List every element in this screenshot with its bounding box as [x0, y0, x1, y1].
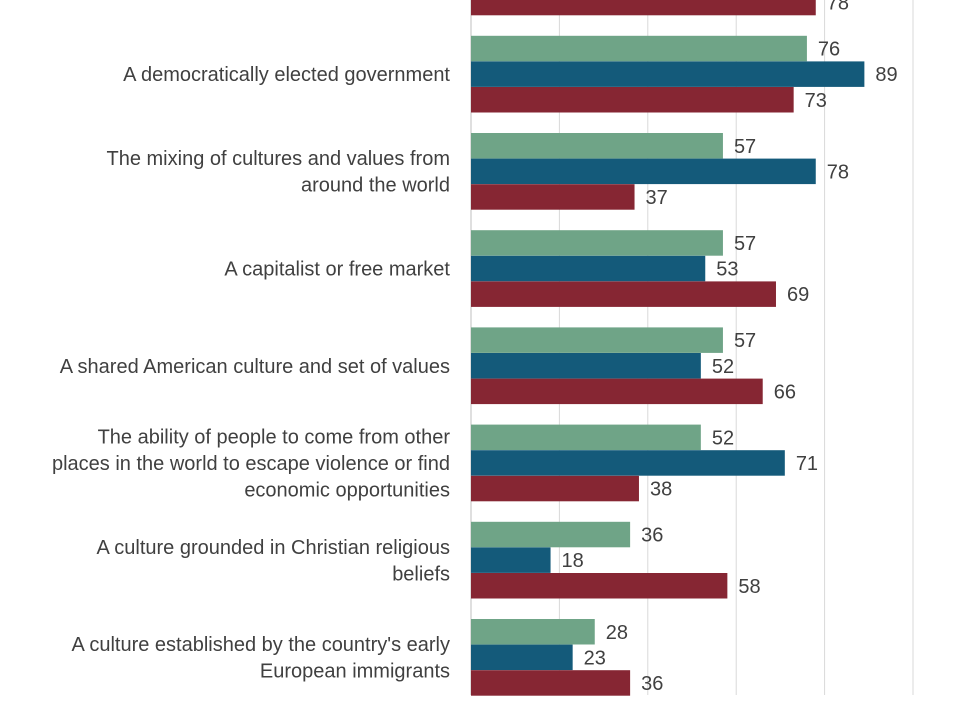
bar: [471, 424, 701, 451]
bar: [471, 133, 723, 159]
category-label: A culture grounded in Christian religiou…: [96, 537, 450, 586]
bar: [471, 35, 807, 62]
data-label: 57: [734, 330, 756, 352]
bar: [471, 158, 816, 185]
data-label: 69: [787, 284, 809, 306]
bar: [471, 547, 551, 573]
labels: 78 76 89 73 A democratically elected governm…: [52, 0, 898, 695]
data-label: 53: [716, 259, 738, 281]
bar: [471, 230, 723, 256]
data-label: 38: [650, 479, 672, 501]
data-label: 89: [875, 64, 897, 86]
data-label: 57: [734, 136, 756, 158]
category-label: A shared American culture and set of val…: [60, 356, 450, 378]
data-label: 18: [562, 550, 584, 572]
bar: [471, 353, 701, 379]
data-label: 78: [827, 161, 849, 183]
category-label: A democratically elected government: [123, 64, 450, 86]
data-label: 37: [646, 187, 668, 209]
category-label: The mixing of cultures and values from ar…: [107, 148, 451, 197]
bar: [471, 281, 776, 307]
category-label: A capitalist or free market: [224, 259, 450, 281]
data-label: 52: [712, 356, 734, 378]
bar: [471, 255, 706, 282]
bar: [471, 0, 816, 16]
bar: [471, 619, 595, 645]
bar: [471, 327, 723, 353]
bar: [471, 378, 763, 405]
bars: [471, 0, 865, 696]
data-label: 66: [774, 381, 796, 403]
category-label: The ability of people to come from other…: [52, 426, 450, 501]
data-label: 76: [818, 39, 840, 61]
data-label: 73: [805, 90, 827, 112]
bar: [471, 87, 794, 113]
bar: [471, 573, 728, 599]
bar: [471, 61, 865, 87]
data-label: 52: [712, 427, 734, 449]
bar: [471, 475, 639, 502]
bar: [471, 644, 573, 671]
data-label: 71: [796, 453, 818, 475]
data-label: 78: [827, 0, 849, 15]
data-label: 36: [641, 673, 663, 695]
bar: [471, 670, 631, 696]
data-label: 36: [641, 525, 663, 547]
bar: [471, 521, 631, 548]
bar: [471, 184, 635, 210]
data-label: 23: [584, 647, 606, 669]
data-label: 28: [606, 622, 628, 644]
category-label: A culture established by the country's e…: [72, 634, 450, 683]
bar: [471, 450, 785, 476]
data-label: 57: [734, 233, 756, 255]
data-label: 58: [738, 576, 760, 598]
